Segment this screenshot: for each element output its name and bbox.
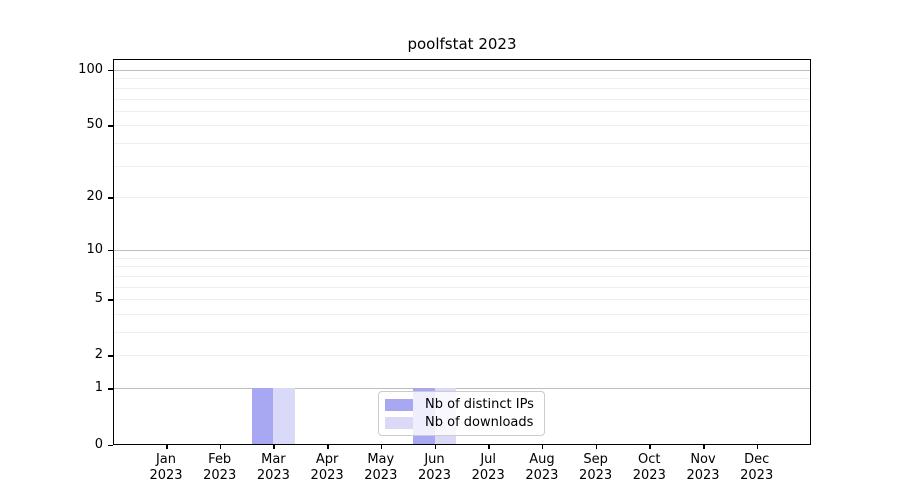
legend: Nb of distinct IPs Nb of downloads	[378, 391, 545, 436]
y-tick-label: 10	[86, 241, 103, 257]
x-tick-mark	[434, 445, 436, 449]
minor-gridline	[114, 266, 810, 268]
minor-gridline	[114, 275, 810, 277]
minor-gridline	[114, 299, 810, 301]
month-label: Jun	[424, 452, 445, 467]
x-tick-label-aug: Aug 2023	[506, 452, 578, 484]
legend-label-downloads: Nb of downloads	[425, 415, 534, 430]
month-label: Feb	[208, 452, 232, 467]
y-tick-mark	[108, 249, 113, 252]
minor-gridline	[114, 197, 810, 199]
legend-swatch-downloads	[385, 416, 413, 429]
x-tick-mark	[166, 445, 168, 449]
month-label: Jan	[155, 452, 177, 467]
legend-row-downloads: Nb of downloads	[385, 415, 538, 430]
plot-area	[113, 59, 811, 445]
y-tick-label: 5	[94, 291, 103, 307]
chart-title: poolfstat 2023	[407, 35, 517, 53]
year-label: 2023	[203, 468, 237, 483]
x-tick-label-apr: Apr 2023	[291, 452, 363, 484]
x-tick-mark	[219, 445, 222, 449]
x-tick-label-nov: Nov 2023	[667, 452, 739, 484]
y-tick-mark	[108, 444, 113, 446]
year-label: 2023	[686, 468, 720, 483]
minor-gridline	[114, 125, 810, 127]
bar-distinct-ips-mar	[251, 388, 274, 444]
x-tick-mark	[380, 445, 383, 449]
legend-swatch-distinct-ips	[385, 398, 413, 411]
y-tick-mark	[108, 388, 113, 390]
minor-gridline	[114, 98, 810, 100]
x-tick-label-jan: Jan 2023	[130, 452, 202, 484]
minor-gridline	[114, 332, 810, 333]
major-gridline	[114, 249, 810, 251]
y-tick-label: 0	[94, 436, 103, 452]
year-label: 2023	[417, 468, 452, 483]
y-tick-mark	[108, 69, 113, 72]
year-label: 2023	[256, 468, 290, 483]
legend-label-distinct-ips: Nb of distinct IPs	[425, 397, 534, 412]
legend-row-distinct-ips: Nb of distinct IPs	[385, 397, 538, 412]
year-label: 2023	[632, 468, 666, 483]
minor-gridline	[114, 110, 810, 112]
x-tick-label-dec: Dec 2023	[721, 452, 793, 484]
y-tick-label: 2	[94, 347, 103, 363]
month-label: Mar	[261, 452, 286, 467]
x-tick-label-jun: Jun 2023	[399, 452, 471, 484]
minor-gridline	[114, 78, 810, 80]
y-tick-mark	[108, 355, 113, 357]
x-tick-label-jul: Jul 2023	[452, 452, 524, 484]
month-label: Apr	[315, 452, 339, 467]
month-label: May	[367, 452, 395, 467]
month-label: Sep	[583, 452, 608, 467]
minor-gridline	[114, 87, 810, 89]
y-tick-label: 1	[94, 380, 103, 396]
year-label: 2023	[525, 468, 559, 483]
minor-gridline	[114, 313, 810, 315]
x-tick-label-sep: Sep 2023	[560, 452, 632, 484]
bar-downloads-mar	[273, 388, 295, 444]
year-label: 2023	[310, 468, 344, 483]
month-label: Nov	[690, 452, 716, 467]
x-tick-label-feb: Feb 2023	[184, 452, 256, 484]
year-label: 2023	[740, 468, 774, 483]
month-label: Dec	[744, 452, 770, 467]
x-tick-label-oct: Oct 2023	[613, 452, 685, 484]
month-label: Oct	[638, 452, 661, 467]
plot-grid-and-bars	[114, 60, 810, 444]
year-label: 2023	[364, 468, 398, 483]
y-tick-label: 50	[86, 117, 103, 133]
x-tick-mark	[541, 445, 544, 449]
year-label: 2023	[149, 468, 183, 483]
minor-gridline	[114, 286, 810, 288]
y-tick-mark	[108, 197, 113, 199]
minor-gridline	[114, 143, 810, 145]
y-tick-mark	[108, 125, 113, 127]
x-tick-mark	[703, 445, 705, 449]
month-label: Aug	[529, 452, 555, 467]
y-tick-label: 20	[86, 189, 103, 205]
year-label: 2023	[579, 468, 613, 483]
x-tick-label-may: May 2023	[345, 452, 417, 484]
x-tick-mark	[595, 445, 598, 449]
x-tick-mark	[488, 445, 490, 449]
major-gridline	[114, 69, 810, 71]
major-gridline	[114, 388, 810, 390]
minor-gridline	[114, 257, 810, 259]
x-tick-label-mar: Mar 2023	[237, 452, 309, 484]
year-label: 2023	[471, 468, 505, 483]
minor-gridline	[114, 165, 810, 167]
x-tick-mark	[273, 445, 275, 449]
x-tick-mark	[649, 445, 651, 449]
x-tick-mark	[756, 445, 759, 449]
month-label: Jul	[480, 452, 497, 467]
y-tick-mark	[108, 299, 113, 301]
minor-gridline	[114, 355, 810, 357]
x-tick-mark	[327, 445, 329, 449]
y-tick-label: 100	[78, 61, 103, 77]
